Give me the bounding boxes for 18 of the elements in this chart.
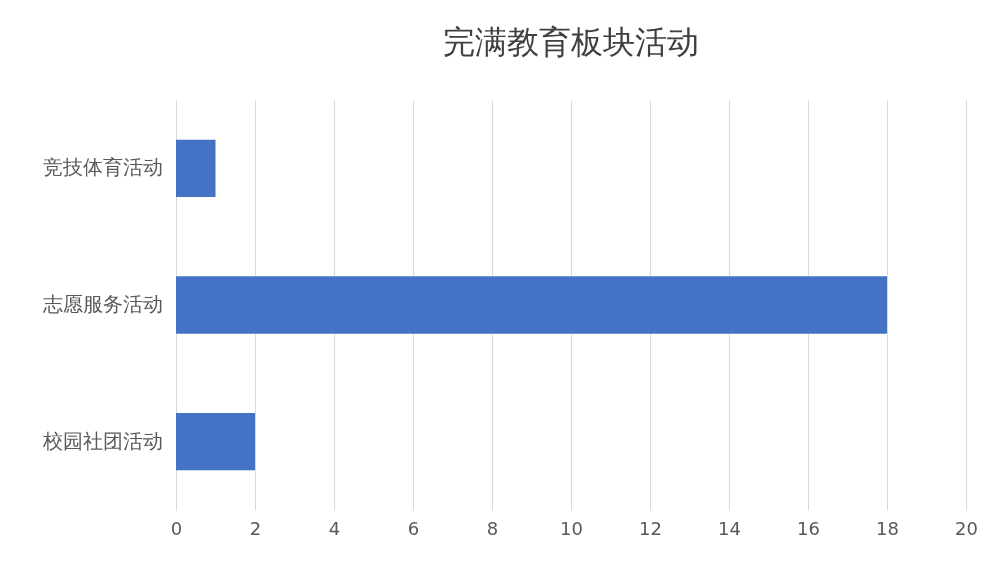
x-tick-label: 16 (797, 517, 820, 539)
y-tick-label: 校园社团活动 (41, 429, 163, 452)
x-tick-label: 10 (560, 517, 583, 539)
bar (176, 412, 255, 471)
x-tick-label: 6 (407, 517, 420, 539)
y-tick-label: 志愿服务活动 (42, 293, 163, 315)
x-tick-label: 0 (170, 517, 183, 539)
y-tick-label: 竞技体育活动 (42, 156, 163, 179)
x-tick-label: 20 (955, 517, 978, 539)
bar (176, 139, 216, 198)
chart-title: 完满教育板块活动 (443, 24, 699, 60)
x-tick-label: 2 (249, 517, 262, 539)
x-tick-label: 8 (486, 517, 499, 539)
x-tick-label: 4 (328, 517, 341, 539)
x-tick-label: 12 (639, 517, 662, 539)
x-tick-label: 18 (876, 517, 899, 539)
bar (176, 276, 887, 334)
x-tick-label: 14 (718, 517, 741, 539)
